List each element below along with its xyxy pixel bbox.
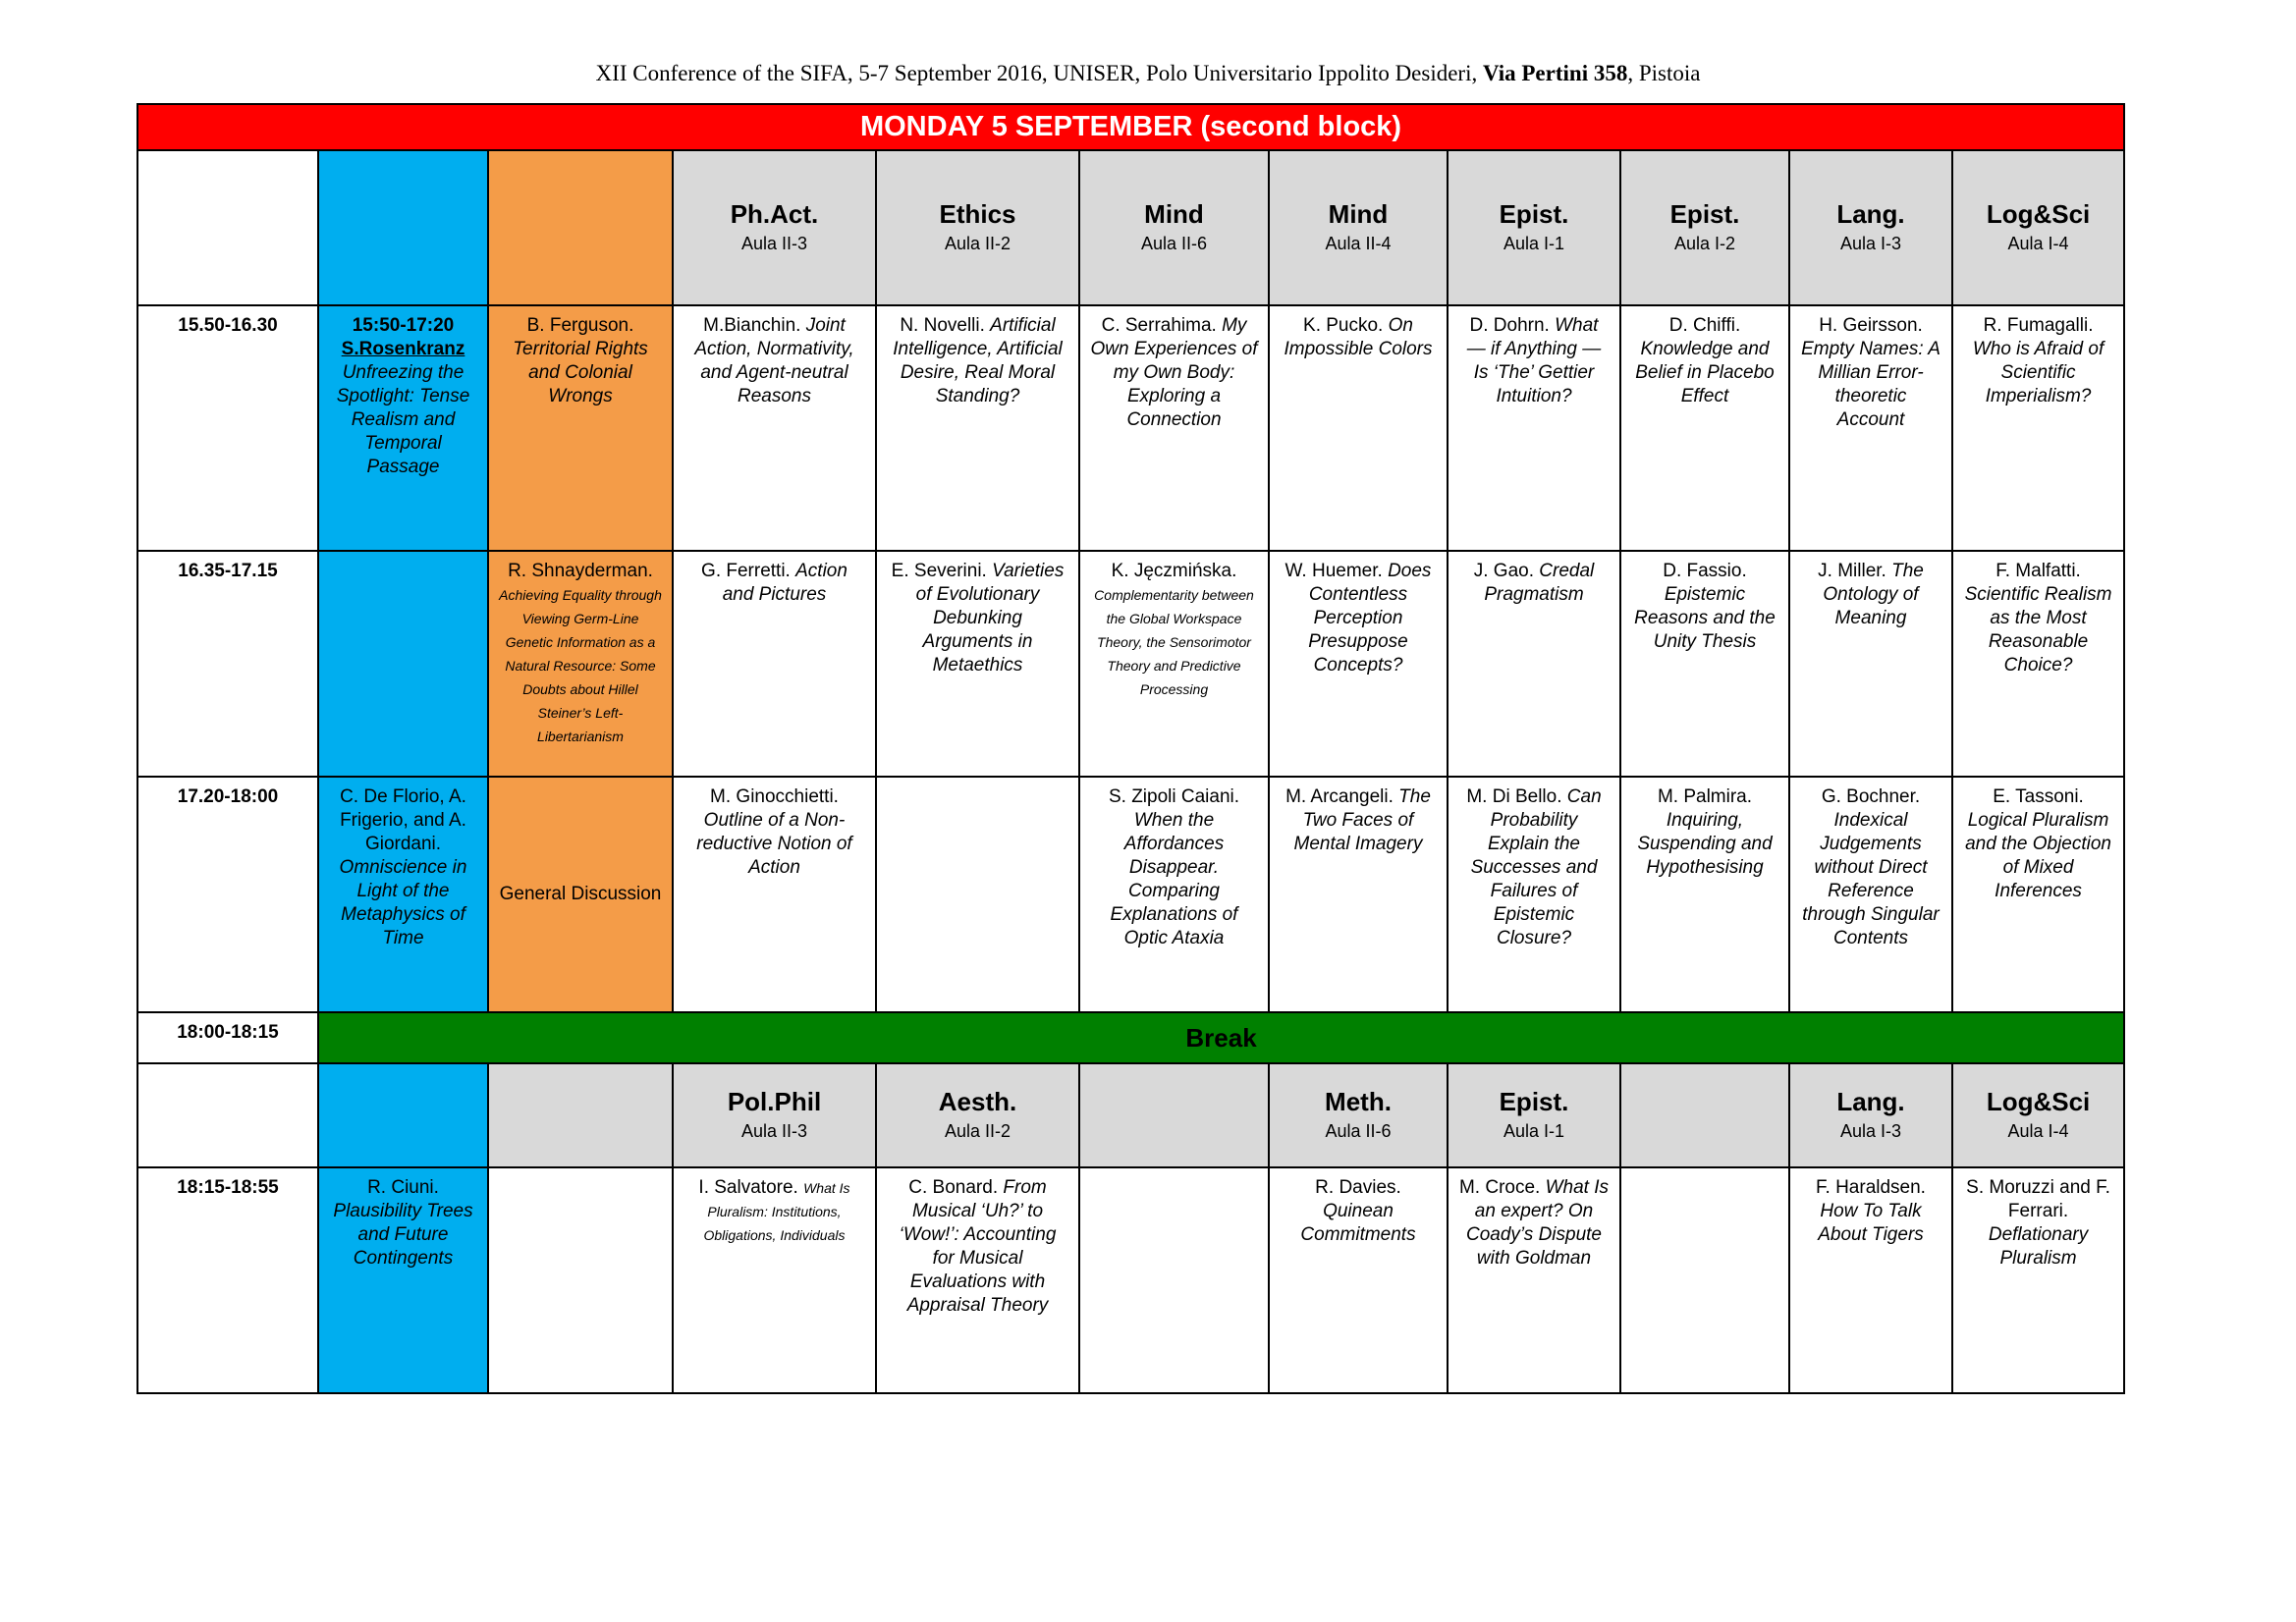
session-cell: D. Chiffi. Knowledge and Belief in Place… [1619, 304, 1790, 552]
column-header: Epist. Aula I-2 [1619, 149, 1790, 306]
column-header: Meth. Aula II-6 [1268, 1062, 1449, 1168]
page-title-prefix: XII Conference of the SIFA, 5-7 Septembe… [595, 61, 1483, 85]
empty-cell [317, 550, 489, 778]
session-cell: M. Palmira. Inquiring, Suspending and Hy… [1619, 776, 1790, 1013]
session-cell: R. Ciuni. Plausibility Trees and Future … [317, 1166, 489, 1394]
empty-cell [487, 1166, 674, 1394]
page-title: XII Conference of the SIFA, 5-7 Septembe… [0, 61, 2296, 86]
session-cell: M. Ginocchietti. Outline of a Non-reduct… [672, 776, 877, 1013]
time-cell: 18:15-18:55 [137, 1166, 319, 1394]
empty-cell [317, 149, 489, 306]
session-cell: G. Ferretti. Action and Pictures [672, 550, 877, 778]
column-header: Ph.Act. Aula II-3 [672, 149, 877, 306]
empty-cell [1619, 1166, 1790, 1394]
session-cell: G. Bochner. Indexical Judgements without… [1788, 776, 1953, 1013]
column-header: Mind Aula II-6 [1078, 149, 1270, 306]
session-cell: F. Malfatti. Scientific Realism as the M… [1950, 550, 2126, 778]
empty-cell [137, 1062, 319, 1168]
session-cell: J. Gao. Credal Pragmatism [1447, 550, 1621, 778]
column-header: Ethics Aula II-2 [875, 149, 1080, 306]
time-cell: 16.35-17.15 [137, 550, 319, 778]
empty-cell [875, 776, 1080, 1013]
session-cell: M. Croce. What Is an expert? On Coady’s … [1447, 1166, 1621, 1394]
empty-cell [1078, 1062, 1270, 1168]
column-header: Epist. Aula I-1 [1447, 1062, 1621, 1168]
session-cell: E. Severini. Varieties of Evolutionary D… [875, 550, 1080, 778]
session-cell: R. Fumagalli. Who is Afraid of Scientifi… [1950, 304, 2126, 552]
session-cell: S. Zipoli Caiani. When the Affordances D… [1078, 776, 1270, 1013]
empty-cell [137, 149, 319, 306]
column-header: Epist. Aula I-1 [1447, 149, 1621, 306]
column-header: Pol.Phil Aula II-3 [672, 1062, 877, 1168]
session-cell: M. Di Bello. Can Probability Explain the… [1447, 776, 1621, 1013]
session-cell: D. Dohrn. What — if Anything — Is ‘The’ … [1447, 304, 1621, 552]
session-cell: K. Jęczmińska. Complementarity between t… [1078, 550, 1270, 778]
empty-cell [317, 1062, 489, 1168]
session-cell: 15:50-17:20 S.Rosenkranz Unfreezing the S… [317, 304, 489, 552]
empty-cell [1619, 1062, 1790, 1168]
schedule-table: MONDAY 5 SEPTEMBER (second block) Ph.Act.… [136, 103, 2126, 1394]
page-title-address: Via Pertini 358 [1482, 61, 1628, 85]
session-cell: N. Novelli. Artificial Intelligence, Art… [875, 304, 1080, 552]
session-cell: M.Bianchin. Joint Action, Normativity, a… [672, 304, 877, 552]
session-cell: K. Pucko. On Impossible Colors [1268, 304, 1449, 552]
session-cell: C. De Florio, A. Frigerio, and A. Giorda… [317, 776, 489, 1013]
break-cell: Break [316, 1011, 2126, 1064]
empty-cell [487, 149, 674, 306]
session-cell: General Discussion [487, 776, 674, 1013]
session-cell: R. Shnayderman. Achieving Equality throu… [487, 550, 674, 778]
session-cell: H. Geirsson. Empty Names: A Millian Erro… [1788, 304, 1953, 552]
session-cell: S. Moruzzi and F. Ferrari. Deflationary … [1950, 1166, 2126, 1394]
column-header: Mind Aula II-4 [1268, 149, 1449, 306]
session-cell: I. Salvatore. What Is Pluralism: Institu… [672, 1166, 877, 1394]
session-cell: C. Bonard. From Musical ‘Uh?’ to ‘Wow!’:… [875, 1166, 1080, 1394]
time-cell: 15.50-16.30 [137, 304, 319, 552]
empty-cell [487, 1062, 674, 1168]
session-cell: M. Arcangeli. The Two Faces of Mental Im… [1268, 776, 1449, 1013]
page-title-suffix: , Pistoia [1627, 61, 1701, 85]
session-cell: J. Miller. The Ontology of Meaning [1788, 550, 1953, 778]
empty-cell [1078, 1166, 1270, 1394]
time-cell: 18:00-18:15 [137, 1011, 319, 1064]
day-banner: MONDAY 5 SEPTEMBER (second block) [136, 103, 2126, 151]
session-cell: C. Serrahima. My Own Experiences of my O… [1078, 304, 1270, 552]
column-header: Log&Sci Aula I-4 [1950, 1062, 2126, 1168]
session-cell: B. Ferguson. Territorial Rights and Colo… [487, 304, 674, 552]
session-cell: E. Tassoni. Logical Pluralism and the Ob… [1950, 776, 2126, 1013]
time-cell: 17.20-18:00 [137, 776, 319, 1013]
session-cell: W. Huemer. Does Contentless Perception P… [1268, 550, 1449, 778]
session-cell: F. Haraldsen. How To Talk About Tigers [1788, 1166, 1953, 1394]
column-header: Log&Sci Aula I-4 [1950, 149, 2126, 306]
column-header: Aesth. Aula II-2 [875, 1062, 1080, 1168]
column-header: Lang. Aula I-3 [1788, 149, 1953, 306]
column-header: Lang. Aula I-3 [1788, 1062, 1953, 1168]
session-cell: R. Davies. Quinean Commitments [1268, 1166, 1449, 1394]
session-cell: D. Fassio. Epistemic Reasons and the Uni… [1619, 550, 1790, 778]
